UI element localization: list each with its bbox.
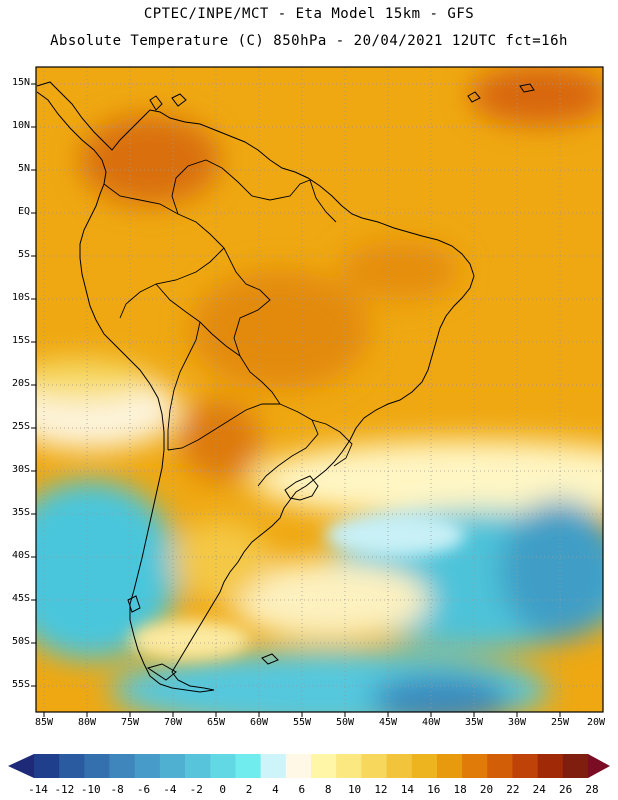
colorbar-label: -8 xyxy=(110,783,124,796)
colorbar-cell xyxy=(84,754,110,778)
lat-label: 25S xyxy=(11,421,30,432)
axis-ticks xyxy=(31,83,561,717)
colorbar-cell xyxy=(285,754,312,778)
colorbar-label: 0 xyxy=(219,783,226,796)
colorbar-cell xyxy=(134,754,161,778)
lon-label: 20W xyxy=(586,717,606,728)
colorbar-label: 8 xyxy=(324,783,332,796)
lon-label: 80W xyxy=(77,717,97,728)
colorbar-label: 24 xyxy=(532,783,546,796)
temperature-field xyxy=(36,67,603,712)
lat-label: 10S xyxy=(11,292,30,303)
lon-label: 55W xyxy=(292,717,312,728)
map-frame xyxy=(35,66,604,713)
lat-label: 15N xyxy=(11,77,30,88)
colorbar-label: -4 xyxy=(163,783,177,796)
colorbar-label: 22 xyxy=(506,783,520,796)
lat-label: 5N xyxy=(17,163,30,174)
colorbar-label: 2 xyxy=(245,783,253,796)
lon-label: 60W xyxy=(249,717,269,728)
colorbar-cell xyxy=(436,754,463,778)
colorbar-label: -10 xyxy=(80,783,101,796)
colorbar-label: 26 xyxy=(558,783,573,796)
colorbar-cell xyxy=(537,754,564,778)
colorbar-cell xyxy=(361,754,387,778)
colorbar-cell xyxy=(34,754,60,778)
map-title: CPTEC/INPE/MCT - Eta Model 15km - GFS xyxy=(143,6,475,22)
colorbar-cell xyxy=(336,754,362,778)
colorbar-cell xyxy=(185,754,211,778)
colorbar-cell xyxy=(462,754,488,778)
lon-label: 50W xyxy=(335,717,355,728)
colorbar-label: 12 xyxy=(374,783,388,796)
lon-label: 35W xyxy=(464,717,484,728)
colorbar-label: 4 xyxy=(272,783,279,796)
colorbar-label: 20 xyxy=(479,783,494,796)
colorbar-label: -6 xyxy=(136,783,151,796)
lat-label: 40S xyxy=(11,550,30,561)
country-borders xyxy=(103,159,353,487)
coastline xyxy=(36,81,535,693)
colorbar-cell xyxy=(159,754,186,778)
gridlines xyxy=(36,67,603,712)
colorbar-cell xyxy=(311,754,337,778)
lon-label: 40W xyxy=(421,717,441,728)
lon-label: 70W xyxy=(163,717,183,728)
lat-label: 5S xyxy=(17,249,30,260)
colorbar-label: 16 xyxy=(427,783,441,796)
colorbar-label: 6 xyxy=(298,783,306,796)
lat-label: 45S xyxy=(11,593,30,604)
lon-label: 85W xyxy=(34,717,54,728)
colorbar-label: -14 xyxy=(28,783,48,796)
colorbar-cell xyxy=(411,754,438,778)
colorbar-cell xyxy=(562,754,589,778)
lon-label: 75W xyxy=(120,717,140,728)
colorbar-cell xyxy=(109,754,136,778)
lon-label: 45W xyxy=(378,717,398,728)
colorbar-label: -12 xyxy=(54,783,75,796)
lat-label: 35S xyxy=(11,507,30,518)
colorbar-cell xyxy=(512,754,538,778)
colorbar-cell xyxy=(386,754,413,778)
lon-label: 65W xyxy=(206,717,226,728)
lat-label: 20S xyxy=(11,378,30,389)
colorbar-cell xyxy=(487,754,513,778)
colorbar-cell xyxy=(235,754,261,778)
colorbar-cell xyxy=(59,754,85,778)
colorbar xyxy=(8,754,610,778)
lat-label: 50S xyxy=(11,636,30,647)
colorbar-label: 28 xyxy=(585,783,599,796)
lat-label: 10N xyxy=(11,120,30,131)
lon-label: 30W xyxy=(507,717,527,728)
colorbar-label: 14 xyxy=(400,783,414,796)
map-subtitle: Absolute Temperature (C) 850hPa - 20/04/… xyxy=(50,33,568,49)
colorbar-label: 18 xyxy=(453,783,467,796)
lat-label: 30S xyxy=(11,464,30,475)
lat-label: EQ xyxy=(17,206,30,217)
lon-label: 25W xyxy=(550,717,570,728)
lat-label: 55S xyxy=(11,679,30,690)
colorbar-left-arrow xyxy=(8,754,34,778)
colorbar-label: 10 xyxy=(347,783,362,796)
colorbar-label: -2 xyxy=(189,783,203,796)
colorbar-cell xyxy=(260,754,287,778)
colorbar-right-arrow xyxy=(588,754,610,778)
colorbar-cell xyxy=(210,754,236,778)
lat-label: 15S xyxy=(11,335,30,346)
